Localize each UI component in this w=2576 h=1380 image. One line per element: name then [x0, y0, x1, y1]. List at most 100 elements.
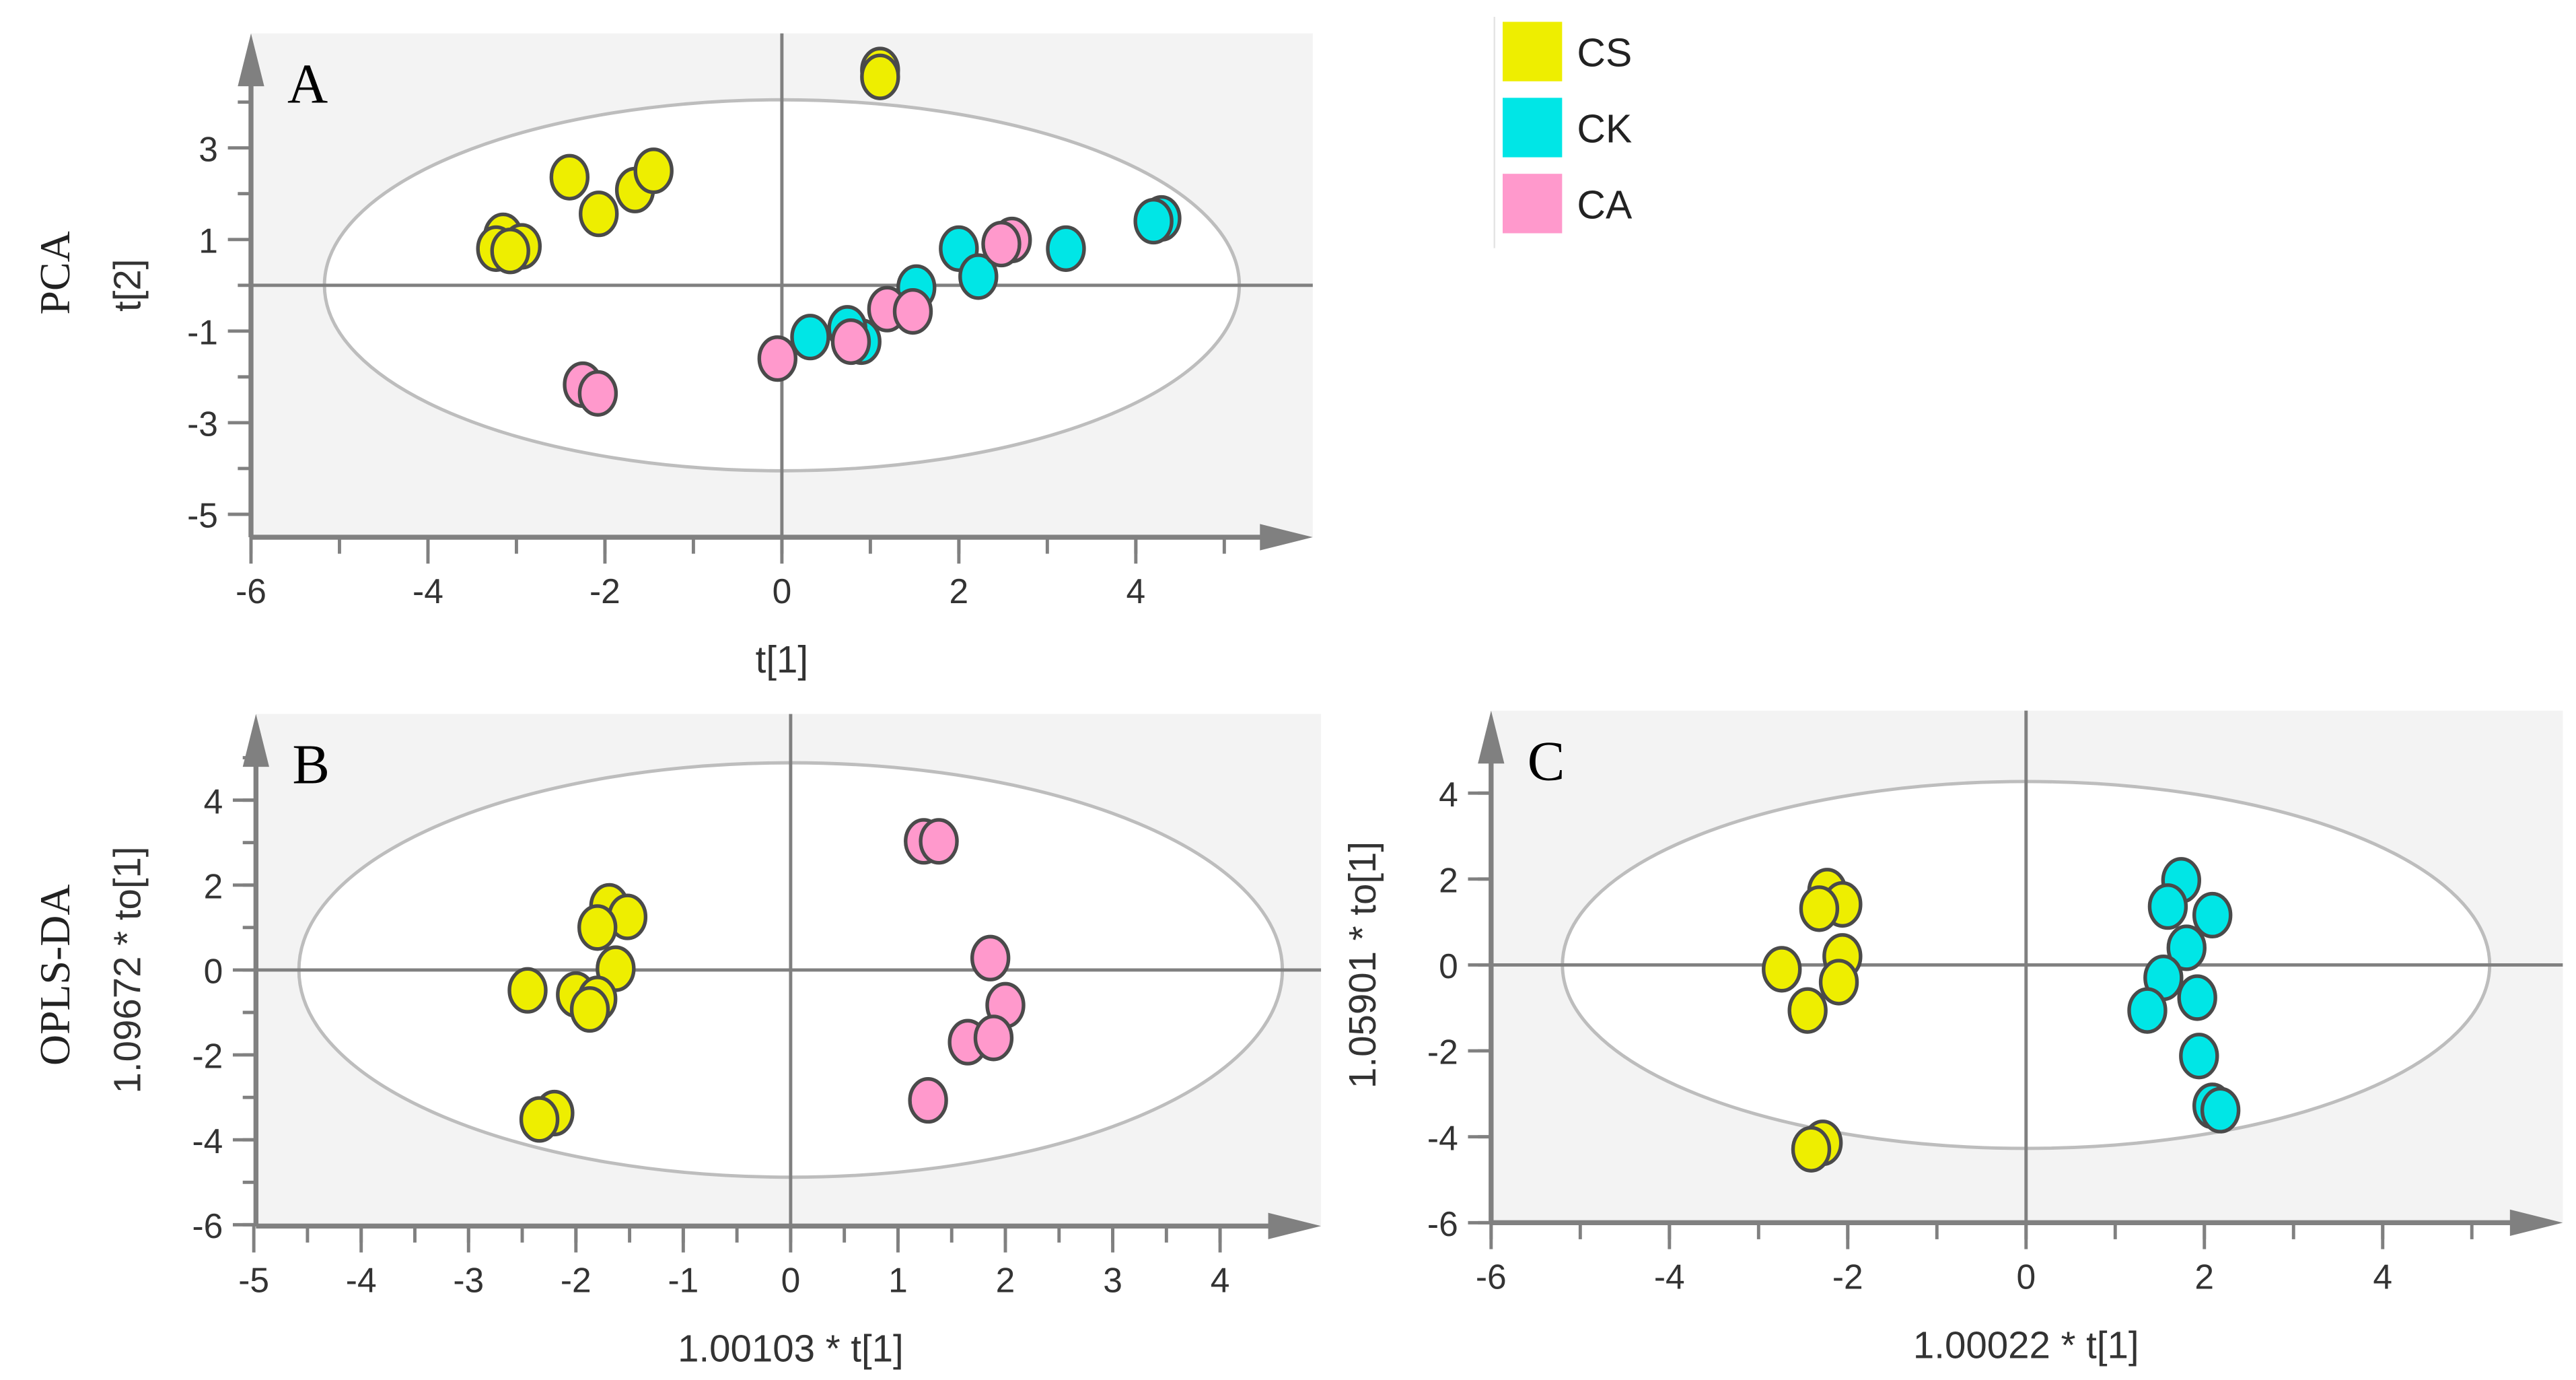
legend-swatch-ck [1503, 98, 1563, 158]
panel-a: -6 -4 -2 0 2 4 3 1 -1 -3 -5 t[1] t[2] A [106, 33, 1313, 681]
legend-label-ck: CK [1577, 108, 1632, 151]
panel-b: -5 -4 -3 -2 -1 0 1 2 3 4 4 2 0 -2 -4 -6 1.00103 * t[1] 1.… [106, 714, 1322, 1369]
x-tick-label: -5 [238, 1260, 269, 1299]
row-label-oplsda: OPLS-DA [31, 885, 79, 1066]
y-tick-label: 1 [199, 221, 218, 260]
data-point-ca [973, 1014, 1014, 1062]
series-cs [1762, 868, 1863, 1173]
legend-label-ca: CA [1577, 183, 1633, 227]
y-tick-label: -2 [1427, 1033, 1458, 1072]
x-tick-label: -3 [453, 1260, 484, 1299]
x-axis-arrow-icon [1260, 524, 1313, 551]
y-axis-arrow-icon [242, 714, 269, 767]
x-tick-label: 2 [2194, 1257, 2214, 1297]
x-tick-label: 4 [1126, 572, 1146, 611]
series-ca [904, 818, 1026, 1124]
x-tick-label: 4 [1211, 1260, 1230, 1299]
data-point-ck [790, 314, 830, 361]
y-tick-label: 2 [1439, 860, 1458, 899]
x-axis-arrow-icon [2509, 1209, 2563, 1236]
y-axis-label: 1.05901 * to[1] [1341, 841, 1384, 1089]
data-point-cs [519, 1096, 560, 1143]
data-point-ck [2177, 974, 2217, 1021]
data-point-cs [579, 191, 619, 238]
data-point-ca [892, 287, 933, 335]
series-ca [563, 216, 1032, 417]
panel-letter: B [292, 734, 330, 796]
legend-swatch-ca [1503, 174, 1563, 234]
y-tick-label: -3 [187, 405, 218, 444]
data-point-ck [2179, 1033, 2219, 1080]
y-tick-label: -4 [192, 1122, 223, 1161]
x-tick-label: -6 [1476, 1257, 1507, 1297]
x-tick-label: 0 [781, 1260, 801, 1299]
data-point-ca [577, 370, 618, 417]
x-tick-label: 0 [773, 572, 792, 611]
y-axis-arrow-icon [1478, 710, 1505, 764]
data-point-cs [1762, 946, 1802, 993]
panel-letter: C [1528, 731, 1565, 793]
y-tick-label: 4 [204, 782, 223, 821]
y-tick-label: 0 [1439, 946, 1458, 986]
x-tick-label: 2 [950, 572, 969, 611]
series-cs [507, 883, 648, 1143]
data-point-ck [2127, 987, 2168, 1034]
data-point-cs [569, 986, 610, 1033]
x-tick-label: -2 [561, 1260, 592, 1299]
data-point-cs [1791, 1126, 1832, 1173]
y-tick-label: 3 [199, 129, 218, 168]
legend: CS CK CA [1493, 17, 1633, 248]
x-axis-label: t[1] [756, 638, 808, 681]
y-tick-label: 0 [204, 952, 223, 991]
x-axis-label: 1.00022 * t[1] [1913, 1324, 2139, 1367]
data-point-ck [2166, 924, 2207, 971]
y-tick-label: -2 [192, 1037, 223, 1076]
y-tick-label: -5 [187, 496, 218, 535]
y-tick-label: 4 [1439, 775, 1458, 814]
y-tick-label: -1 [187, 312, 218, 351]
x-tick-label: 0 [2016, 1257, 2036, 1297]
data-point-ca [919, 818, 959, 865]
panel-letter: A [287, 54, 328, 116]
data-point-ck [1046, 225, 1086, 272]
y-tick-label: 2 [204, 866, 223, 905]
data-point-cs [577, 904, 618, 951]
data-point-cs [490, 228, 530, 275]
data-point-ck [2147, 883, 2188, 930]
panel-c: -6 -4 -2 0 2 4 4 2 0 -2 -4 -6 1.00022 * t[1] 1.05901 … [1341, 710, 2563, 1367]
data-point-ca [908, 1076, 948, 1124]
y-axis-label: t[2] [106, 259, 149, 312]
row-label-pca: PCA [31, 231, 79, 314]
x-axis-label: 1.00103 * t[1] [678, 1327, 904, 1369]
x-tick-label: -4 [346, 1260, 377, 1299]
x-tick-label: -2 [1832, 1257, 1863, 1297]
legend-label-cs: CS [1577, 32, 1632, 75]
data-point-ca [970, 934, 1011, 981]
x-tick-label: -1 [668, 1260, 699, 1299]
x-tick-label: -2 [589, 572, 620, 611]
x-tick-label: -6 [236, 572, 266, 611]
series-cs [476, 46, 900, 275]
data-point-cs [1799, 885, 1840, 932]
x-axis-arrow-icon [1268, 1212, 1322, 1239]
y-tick-label: -6 [1427, 1204, 1458, 1243]
data-point-ck [2200, 1086, 2241, 1134]
data-point-cs [507, 967, 548, 1014]
data-point-ck [2192, 891, 2233, 939]
data-point-cs [1787, 987, 1828, 1034]
data-point-cs [633, 147, 674, 195]
x-tick-label: 4 [2373, 1257, 2392, 1297]
x-tick-label: -4 [413, 572, 443, 611]
data-point-ca [757, 335, 798, 382]
data-point-ck [1133, 197, 1174, 245]
data-point-ck [958, 253, 999, 300]
y-tick-label: -4 [1427, 1118, 1458, 1157]
legend-swatch-cs [1503, 22, 1563, 81]
series-ck [2127, 857, 2241, 1134]
data-point-ca [830, 318, 871, 366]
x-tick-label: -4 [1654, 1257, 1685, 1297]
y-axis-arrow-icon [238, 33, 264, 87]
data-point-cs [860, 53, 900, 100]
y-axis-label: 1.09672 * to[1] [106, 846, 149, 1093]
